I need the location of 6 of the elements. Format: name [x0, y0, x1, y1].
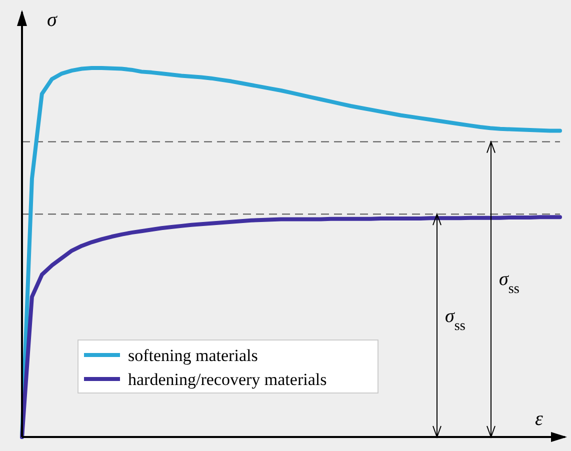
annotation: σ$_{ss}$	[445, 306, 466, 334]
annotation: σ$_{ss}$	[499, 269, 520, 297]
x-axis-title: ε	[535, 408, 543, 430]
legend-label: hardening/recovery materials	[128, 370, 327, 389]
y-axis-title: σ	[47, 9, 58, 31]
legend-label: softening materials	[128, 346, 258, 365]
